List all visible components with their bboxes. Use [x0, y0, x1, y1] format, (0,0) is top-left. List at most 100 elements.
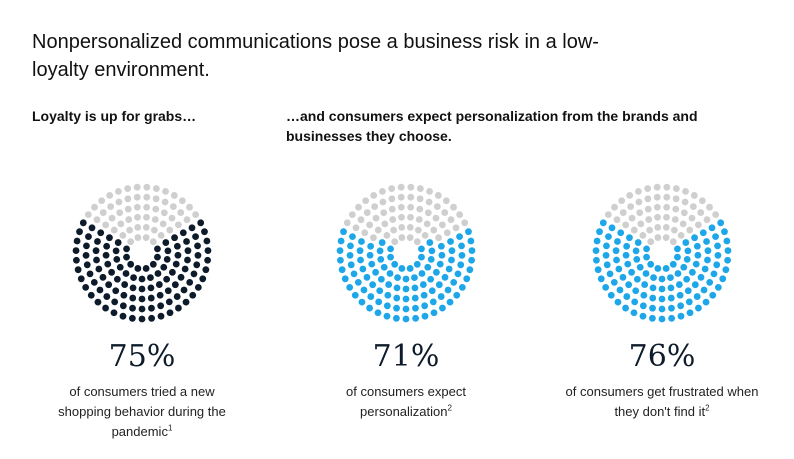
filled-dot	[186, 278, 194, 286]
filled-dot	[383, 312, 391, 320]
empty-dot	[421, 231, 429, 239]
empty-dot	[361, 229, 369, 237]
stat-value-2: 71%	[372, 339, 440, 374]
filled-dot	[594, 266, 602, 274]
filled-dot	[439, 304, 446, 312]
filled-dot	[129, 294, 137, 302]
filled-dot	[602, 283, 610, 291]
filled-dot	[120, 291, 128, 299]
filled-dot	[593, 256, 600, 264]
filled-dot	[426, 239, 434, 246]
filled-dot	[377, 275, 385, 283]
filled-dot	[631, 298, 639, 306]
empty-dot	[166, 226, 174, 234]
filled-dot	[714, 251, 722, 259]
filled-dot	[650, 274, 657, 281]
filled-dot	[374, 309, 382, 317]
empty-dot	[622, 221, 630, 229]
footnote-marker: 1	[167, 423, 173, 433]
filled-dot	[693, 293, 701, 300]
filled-dot	[667, 274, 674, 281]
empty-dot	[712, 211, 720, 219]
filled-dot	[606, 270, 614, 278]
filled-dot	[685, 298, 693, 306]
empty-dot	[442, 197, 450, 205]
filled-dot	[712, 233, 719, 241]
filled-dot	[383, 302, 391, 310]
empty-dot	[450, 203, 457, 211]
filled-dot	[438, 251, 446, 259]
filled-dot	[684, 247, 692, 255]
empty-dot	[150, 226, 158, 234]
empty-dot	[168, 214, 176, 222]
filled-dot	[429, 298, 437, 306]
filled-dot	[76, 228, 83, 236]
filled-dot	[157, 312, 165, 320]
filled-dot	[85, 233, 92, 241]
filled-dot	[349, 233, 356, 241]
filled-dot	[194, 242, 201, 250]
empty-dot	[424, 209, 432, 217]
filled-dot	[391, 260, 399, 268]
filled-dot	[614, 298, 622, 306]
empty-dot	[644, 195, 652, 203]
filled-dot	[695, 304, 702, 312]
empty-dot	[362, 197, 370, 205]
filled-dot	[393, 294, 401, 302]
empty-dot	[398, 213, 405, 221]
empty-dot	[126, 226, 134, 234]
filled-dot	[138, 305, 146, 313]
subtitle-left: Loyalty is up for grabs…	[32, 108, 197, 124]
filled-dot	[412, 304, 419, 312]
filled-dot	[633, 275, 641, 283]
filled-dot	[427, 275, 435, 283]
empty-dot	[426, 187, 433, 195]
filled-dot	[92, 247, 100, 255]
filled-dot	[648, 314, 656, 322]
filled-dot	[340, 228, 347, 236]
filled-dot	[674, 245, 681, 253]
empty-dot	[663, 203, 671, 211]
subtitle-right: …and consumers expect personalization fr…	[286, 108, 698, 144]
filled-dot	[88, 224, 96, 232]
filled-dot	[73, 256, 80, 264]
empty-dot	[611, 203, 618, 211]
filled-dot	[446, 298, 454, 306]
filled-dot	[428, 247, 436, 255]
filled-dot	[154, 270, 162, 277]
filled-dot	[649, 284, 657, 292]
filled-dot	[402, 285, 410, 293]
filled-dot	[336, 247, 344, 254]
filled-dot	[699, 229, 707, 237]
filled-dot	[380, 263, 388, 271]
filled-dot	[623, 293, 631, 300]
empty-dot	[370, 234, 377, 242]
empty-dot	[697, 209, 705, 216]
filled-dot	[702, 298, 710, 306]
filled-dot	[602, 251, 610, 259]
filled-dot	[184, 247, 192, 255]
filled-dot	[337, 237, 345, 245]
filled-dot	[173, 293, 181, 300]
empty-dot	[680, 209, 688, 217]
filled-dot	[367, 242, 375, 250]
empty-dot	[192, 211, 200, 219]
filled-dot	[394, 274, 401, 281]
filled-dot	[113, 255, 121, 263]
filled-dot	[694, 251, 702, 259]
filled-dot	[632, 287, 640, 295]
dot-chart-3	[592, 183, 732, 323]
filled-dot	[138, 275, 146, 283]
filled-dot	[610, 278, 618, 286]
filled-dot	[448, 247, 456, 255]
filled-dot	[99, 273, 107, 281]
empty-dot	[672, 205, 680, 213]
filled-dot	[662, 265, 670, 272]
empty-dot	[654, 234, 662, 241]
empty-dot	[618, 197, 626, 205]
filled-dot	[77, 275, 85, 283]
caption-text: of consumers tried a new shopping behavi…	[58, 384, 226, 439]
empty-dot	[413, 238, 421, 246]
filled-dot	[413, 260, 421, 268]
filled-dot	[441, 273, 449, 281]
